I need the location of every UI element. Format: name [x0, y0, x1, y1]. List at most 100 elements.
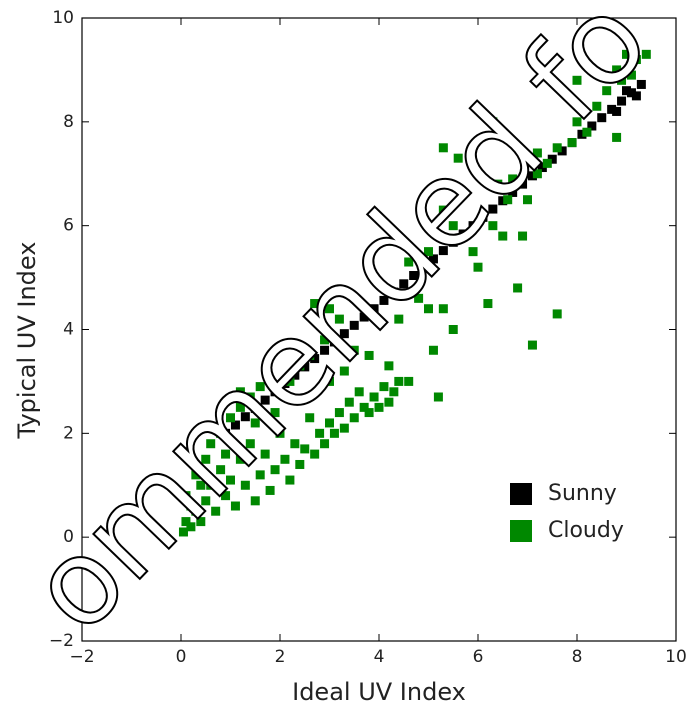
point [384, 397, 394, 407]
point [216, 428, 226, 438]
point [359, 402, 369, 412]
point [572, 117, 582, 127]
point [488, 117, 498, 127]
point [572, 75, 582, 85]
point [567, 138, 577, 148]
point [349, 320, 359, 330]
point [186, 501, 196, 511]
point [300, 362, 310, 372]
point [349, 345, 359, 355]
point [612, 65, 622, 75]
point [186, 522, 196, 532]
y-tick-label: 8 [63, 112, 74, 132]
point [547, 154, 557, 164]
point [557, 146, 567, 156]
point [532, 148, 542, 158]
point [523, 195, 532, 205]
point [240, 412, 250, 422]
point [320, 345, 330, 355]
point [329, 428, 339, 438]
point [280, 454, 290, 464]
x-tick-label: 0 [176, 647, 187, 667]
point [250, 418, 260, 428]
legend-swatch [510, 483, 532, 505]
point [315, 428, 325, 438]
point [230, 420, 240, 430]
point [498, 231, 508, 241]
legend-label: Cloudy [548, 518, 624, 543]
point [245, 392, 255, 402]
point [473, 262, 483, 272]
point [226, 475, 235, 485]
legend-swatch [510, 520, 532, 542]
point [607, 104, 617, 114]
point [498, 196, 508, 206]
point [310, 299, 320, 309]
point [178, 527, 188, 537]
point [592, 101, 602, 111]
point [389, 387, 399, 397]
point [626, 70, 636, 80]
point [617, 75, 627, 85]
point [339, 423, 349, 433]
point [325, 376, 334, 386]
watermark: ommended fo [3, 0, 674, 658]
point [216, 465, 226, 475]
point [191, 506, 201, 516]
point [552, 309, 562, 319]
x-tick-label: 6 [473, 647, 484, 667]
point [597, 113, 607, 123]
point [310, 449, 320, 459]
point [240, 480, 250, 490]
point [478, 212, 488, 222]
point [191, 470, 201, 480]
point [384, 361, 394, 371]
y-tick-label: 10 [52, 8, 74, 28]
point [181, 491, 191, 501]
point [374, 402, 384, 412]
point [587, 121, 597, 131]
point [399, 279, 409, 289]
point [325, 418, 334, 428]
point [280, 378, 290, 388]
point [235, 402, 245, 412]
point [300, 444, 310, 454]
point [196, 480, 206, 490]
point [503, 195, 513, 205]
point [379, 295, 389, 305]
point [636, 79, 646, 89]
x-tick-label: 10 [665, 647, 687, 667]
point [438, 304, 448, 314]
x-tick-label: 2 [275, 647, 286, 667]
point [334, 314, 344, 324]
point [438, 246, 448, 256]
point [310, 354, 320, 364]
point [235, 454, 245, 464]
point [265, 485, 275, 495]
point [414, 293, 424, 303]
point [270, 408, 280, 418]
point [196, 517, 206, 527]
point [508, 174, 518, 184]
point [483, 299, 493, 309]
point [369, 392, 379, 402]
point [255, 470, 265, 480]
x-tick-label: 4 [374, 647, 385, 667]
point [458, 229, 468, 239]
point [537, 163, 547, 173]
point [527, 171, 537, 181]
point [364, 350, 374, 360]
point [206, 480, 216, 490]
point [404, 376, 414, 386]
point [320, 439, 330, 449]
point [587, 65, 597, 75]
point [201, 496, 211, 506]
point [275, 428, 285, 438]
point [260, 395, 270, 405]
point [379, 382, 389, 392]
point [211, 506, 221, 516]
point [349, 413, 359, 423]
point [389, 287, 399, 297]
point [612, 132, 622, 142]
point [290, 439, 300, 449]
